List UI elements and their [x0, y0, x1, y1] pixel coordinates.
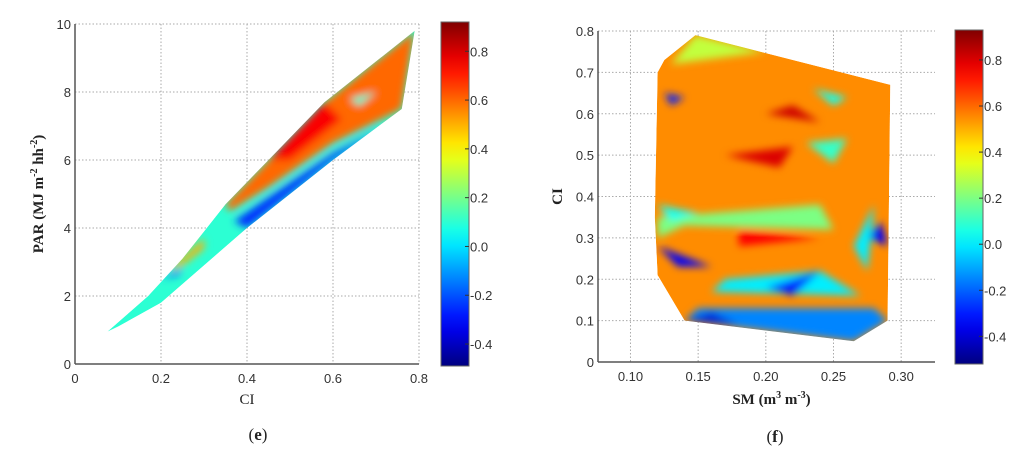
colorbar-tick-label: 0.6: [470, 93, 488, 108]
x-axis-label: SM (m3 m-3): [732, 390, 810, 408]
colorbar-tick-label: 0.4: [470, 142, 488, 157]
y-tick-label: 0.7: [576, 65, 594, 80]
colorbar: -0.4 -0.2 0.0 0.2 0.4 0.6 0.8: [440, 21, 492, 367]
y-tick-label: 4: [64, 221, 71, 236]
x-tick-label: 0.6: [324, 371, 342, 386]
y-tick-label: 0.5: [576, 148, 594, 163]
y-axis-label: CI: [550, 188, 566, 205]
colorbar-tick-label: 0.6: [984, 99, 1002, 114]
surface-patch: [657, 204, 699, 222]
surface-patch: [671, 35, 766, 65]
surface-patch: [853, 204, 875, 271]
surface: [107, 30, 415, 332]
y-tick-label: 0.6: [576, 107, 594, 122]
y-tick-label: 0: [587, 355, 594, 370]
colorbar-tick-label: 0.0: [984, 237, 1002, 252]
colorbar: -0.4 -0.2 0.0 0.2 0.4 0.6 0.8: [954, 29, 1006, 365]
y-label-sup: -2: [29, 169, 40, 177]
y-tick-label: 6: [64, 153, 71, 168]
y-tick-label: 0: [64, 357, 71, 372]
surface-patch: [867, 221, 888, 247]
colorbar-tick-label: -0.4: [470, 337, 492, 352]
y-tick-label: 0.4: [576, 190, 594, 205]
colorbar-tick-label: 0.2: [470, 191, 488, 206]
panel-label-letter: f: [772, 427, 778, 446]
y-label-end: ): [31, 135, 47, 140]
y-tick-label: 0.3: [576, 231, 594, 246]
surface: [654, 35, 891, 342]
surface-patch: [725, 146, 793, 168]
surface-patch: [664, 93, 685, 106]
panel-label-close: ): [262, 425, 268, 444]
colorbar-tick-label: 0.8: [470, 44, 488, 59]
colorbar-tick-label: -0.4: [984, 329, 1006, 344]
colorbar-gradient: [954, 29, 984, 365]
x-tick-label: 0.20: [753, 369, 778, 384]
x-label-end: ): [806, 392, 811, 408]
colorbar-tick-label: -0.2: [984, 283, 1006, 298]
x-label-main: SM (m: [732, 392, 776, 408]
x-tick-label: 0.10: [618, 369, 643, 384]
panel-label-open: (: [766, 427, 772, 446]
x-label-mid: m: [781, 392, 798, 408]
x-tick-label: 0.2: [152, 371, 170, 386]
surface-patch: [738, 229, 820, 247]
surface-patch: [813, 88, 847, 106]
y-label-mid: hh: [31, 147, 47, 168]
surface-patch: [765, 271, 820, 296]
panel-label: (e): [249, 425, 268, 444]
x-tick-label: 0.30: [889, 369, 914, 384]
surface-patch: [350, 92, 376, 106]
y-tick-label: 0.1: [576, 314, 594, 329]
surface-hull: [654, 35, 891, 342]
surface-patch: [161, 268, 183, 279]
y-label-sup: -2: [29, 140, 40, 148]
panel-f: 0.10 0.15 0.20 0.25 0.30 0 0.1 0.2 0.3 0.4 0.5 0.6 0…: [550, 24, 1006, 446]
surface-patches: [161, 30, 415, 279]
panel-label: (f): [766, 427, 783, 446]
colorbar-tick-label: -0.2: [470, 288, 492, 303]
x-tick-label: 0: [71, 371, 78, 386]
colorbar-tick-label: 0.8: [984, 53, 1002, 68]
surface-patch: [684, 308, 888, 342]
y-axis-label: PAR (MJ m-2 hh-2): [29, 135, 47, 254]
surface-patch: [806, 138, 847, 164]
panel-label-open: (: [249, 425, 255, 444]
panel-label-letter: e: [254, 425, 262, 444]
colorbar-tick-label: 0.4: [984, 145, 1002, 160]
x-label-sup: 3: [776, 390, 781, 401]
surface-patch: [234, 126, 385, 228]
x-tick-label: 0.4: [238, 371, 256, 386]
colorbar-tick-label: 0.2: [984, 191, 1002, 206]
y-tick-label: 8: [64, 85, 71, 100]
x-tick-label: 0.25: [821, 369, 846, 384]
surface-patch: [765, 105, 820, 122]
y-tick-label: 10: [57, 17, 71, 32]
surface-patches: [657, 35, 888, 342]
colorbar-gradient: [440, 21, 470, 367]
surface-patch: [657, 246, 712, 267]
x-tick-label: 0.15: [685, 369, 710, 384]
y-tick-label: 0.2: [576, 272, 594, 287]
x-label-sup: -3: [797, 390, 805, 401]
surface-patch: [657, 204, 834, 238]
panel-label-close: ): [778, 427, 784, 446]
y-label-main: PAR (MJ m: [31, 176, 47, 253]
y-tick-label: 2: [64, 289, 71, 304]
x-axis-label: CI: [240, 392, 255, 408]
x-tick-label: 0.8: [410, 371, 428, 386]
surface-patch: [684, 312, 739, 325]
y-tick-label: 0.8: [576, 24, 594, 39]
colorbar-tick-label: 0.0: [470, 239, 488, 254]
surface-patch: [268, 102, 342, 160]
